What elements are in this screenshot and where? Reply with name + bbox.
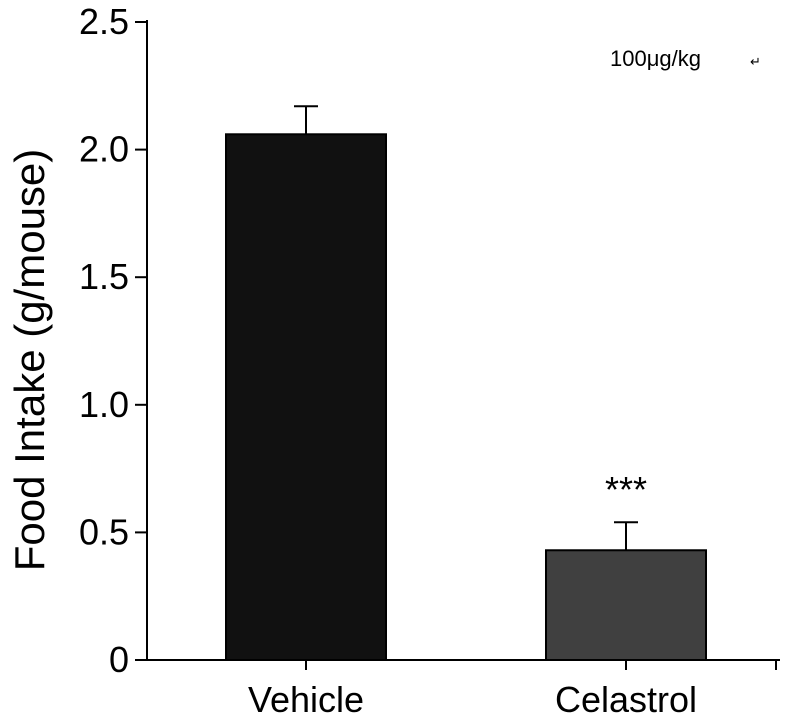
dose-annotation: 100μg/kg xyxy=(610,46,701,71)
y-tick-label: 2.5 xyxy=(79,1,129,42)
y-tick-label: 2.0 xyxy=(79,129,129,170)
y-tick-label: 0 xyxy=(109,639,129,680)
y-tick-label: 1.0 xyxy=(79,384,129,425)
y-tick-label: 1.5 xyxy=(79,256,129,297)
bars-layer xyxy=(226,134,706,660)
dose-return-mark: ↵ xyxy=(750,54,761,69)
significance-marker: *** xyxy=(605,469,647,510)
x-category-label: Vehicle xyxy=(248,679,364,720)
x-category-label: Celastrol xyxy=(555,679,697,720)
bar-celastrol xyxy=(546,550,706,660)
y-axis-title: Food Intake (g/mouse) xyxy=(6,149,53,572)
y-tick-label: 0.5 xyxy=(79,511,129,552)
bar-vehicle xyxy=(226,134,386,660)
food-intake-bar-chart: 0 0.5 1.0 1.5 2.0 2.5 Vehicle Celastrol *** Food… xyxy=(0,0,788,724)
